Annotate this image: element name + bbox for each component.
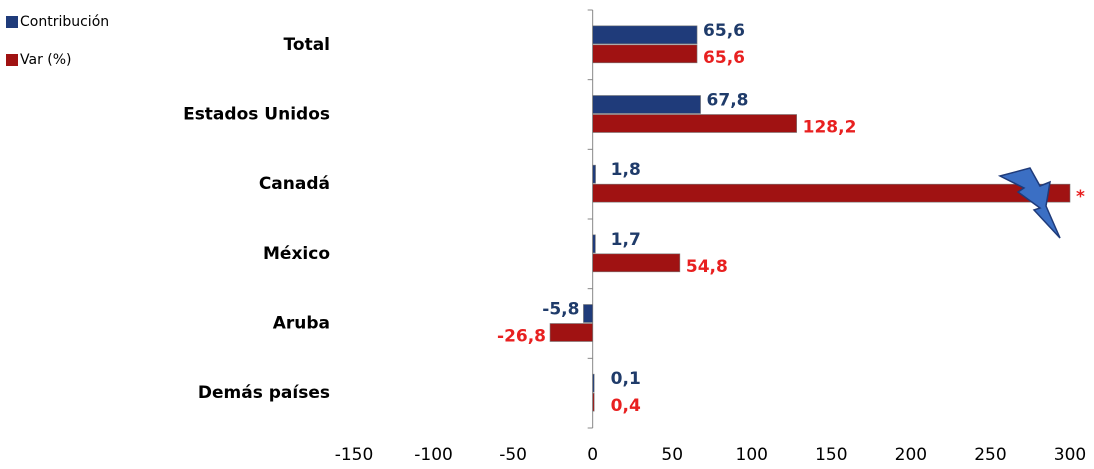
x-tick-label: 250 bbox=[974, 445, 1006, 465]
bar bbox=[592, 164, 596, 184]
bar bbox=[592, 373, 595, 393]
category-label: Aruba bbox=[273, 314, 330, 334]
legend-label: Var (%) bbox=[20, 52, 72, 68]
x-tick-label: 300 bbox=[1054, 445, 1086, 465]
value-label: 54,8 bbox=[686, 257, 728, 277]
value-label: 0,4 bbox=[611, 396, 641, 416]
legend-swatch bbox=[6, 54, 18, 66]
bar bbox=[592, 44, 698, 64]
bar bbox=[583, 304, 593, 323]
value-label: 65,6 bbox=[703, 48, 745, 68]
value-label: * bbox=[1076, 187, 1085, 207]
value-label: 0,1 bbox=[611, 369, 641, 389]
x-tick-label: -100 bbox=[414, 445, 453, 465]
value-label: 128,2 bbox=[803, 118, 857, 138]
value-label: 67,8 bbox=[707, 91, 749, 111]
legend-swatch bbox=[6, 16, 18, 28]
category-label: Total bbox=[284, 35, 330, 55]
value-label: -5,8 bbox=[542, 300, 579, 320]
category-label: Demás países bbox=[198, 383, 330, 403]
x-tick-label: 50 bbox=[661, 445, 683, 465]
value-label: 1,7 bbox=[611, 230, 641, 250]
bar bbox=[592, 392, 595, 412]
x-tick-label: -50 bbox=[499, 445, 527, 465]
bar bbox=[592, 183, 1071, 203]
x-tick-label: 200 bbox=[895, 445, 927, 465]
legend: Contribución Var (%) bbox=[6, 14, 109, 68]
bar bbox=[592, 95, 701, 114]
legend-label: Contribución bbox=[20, 14, 109, 30]
bar bbox=[592, 25, 698, 45]
category-label: Estados Unidos bbox=[183, 105, 330, 125]
value-label: 65,6 bbox=[703, 21, 745, 41]
bar bbox=[592, 114, 797, 133]
x-tick-label: 150 bbox=[815, 445, 847, 465]
value-label: -26,8 bbox=[497, 327, 546, 347]
x-tick-label: 0 bbox=[587, 445, 598, 465]
bar bbox=[592, 234, 596, 254]
bar bbox=[549, 323, 593, 342]
value-label: 1,8 bbox=[611, 160, 641, 180]
category-label: Canadá bbox=[259, 174, 330, 194]
category-label: México bbox=[263, 244, 330, 264]
x-tick-label: -150 bbox=[335, 445, 374, 465]
break-icon bbox=[997, 167, 1061, 239]
bar bbox=[592, 253, 681, 273]
x-tick-label: 100 bbox=[736, 445, 768, 465]
